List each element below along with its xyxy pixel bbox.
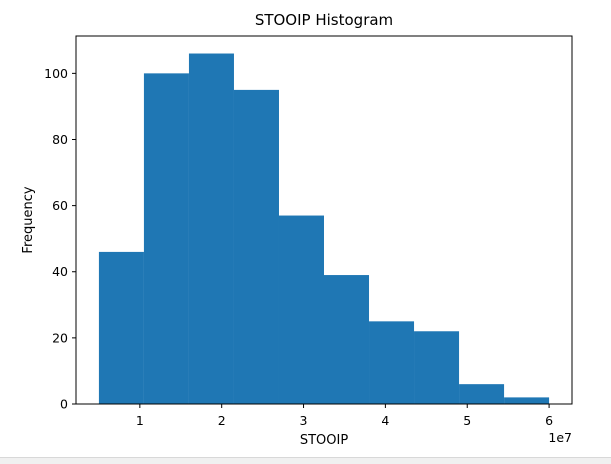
y-tick-label: 60 <box>52 198 68 213</box>
y-tick-label: 40 <box>52 264 68 279</box>
y-tick-label: 20 <box>52 330 68 345</box>
histogram-bar-10 <box>504 397 550 404</box>
x-axis-offset-label: 1e7 <box>548 430 572 445</box>
x-tick-label: 6 <box>545 413 553 428</box>
chart-title: STOOIP Histogram <box>255 11 393 29</box>
histogram-bar-2 <box>143 73 189 405</box>
x-tick-label: 1 <box>136 413 144 428</box>
x-tick-label: 3 <box>300 413 308 428</box>
bars-group <box>98 53 550 405</box>
x-tick-label: 4 <box>381 413 389 428</box>
x-axis-label: STOOIP <box>300 433 348 448</box>
y-tick-label: 100 <box>44 66 68 81</box>
histogram-bar-4 <box>233 89 279 404</box>
x-tick-label: 5 <box>463 413 471 428</box>
toolbar-strip <box>0 457 611 464</box>
y-tick-label: 80 <box>52 132 68 147</box>
histogram-bar-6 <box>324 275 370 404</box>
histogram-bar-8 <box>414 331 460 404</box>
y-tick-label: 0 <box>60 397 68 412</box>
plot-frame <box>75 35 573 405</box>
y-axis-label: Frequency <box>21 186 36 253</box>
histogram-bar-7 <box>369 321 415 404</box>
histogram-bar-1 <box>98 251 144 404</box>
histogram-bar-5 <box>278 215 324 404</box>
x-axis: 1 2 3 4 5 6 <box>136 404 553 428</box>
x-tick-label: 2 <box>218 413 226 428</box>
y-axis: 0 20 40 60 80 100 <box>44 66 76 412</box>
histogram-bar-9 <box>459 384 505 404</box>
histogram-bar-3 <box>188 53 234 405</box>
